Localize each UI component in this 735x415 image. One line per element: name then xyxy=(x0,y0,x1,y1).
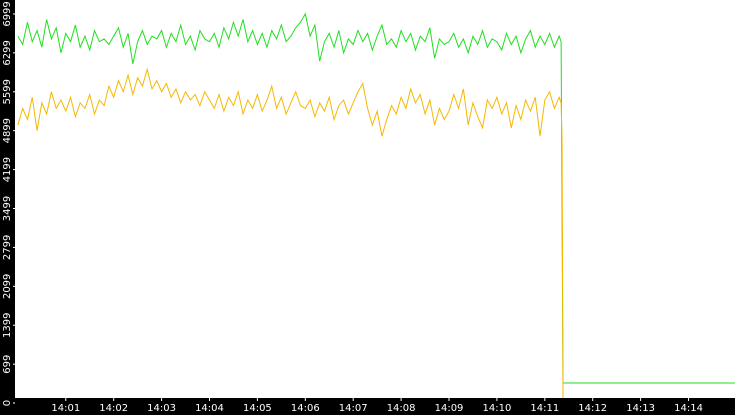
series-line xyxy=(17,12,735,384)
y-axis-strip xyxy=(0,0,15,415)
x-tick-label: 14:07 xyxy=(339,403,368,414)
x-tick-label: 14:03 xyxy=(147,403,176,414)
y-tick-label: 3499 xyxy=(2,196,13,221)
x-tick-label: 14:04 xyxy=(195,403,224,414)
x-tick-label: 14:06 xyxy=(291,403,320,414)
x-tick-label: 14:14 xyxy=(674,403,703,414)
x-tick-label: 14:11 xyxy=(530,403,559,414)
x-tick-label: 14:09 xyxy=(435,403,464,414)
y-tick-label: 0 xyxy=(2,400,13,406)
y-tick-label: 5599 xyxy=(2,79,13,104)
x-tick-label: 14:01 xyxy=(51,403,80,414)
x-tick-label: 14:13 xyxy=(626,403,655,414)
y-tick-label: 4899 xyxy=(2,118,13,143)
x-tick-label: 14:05 xyxy=(243,403,272,414)
y-tick-label: 2099 xyxy=(2,274,13,299)
y-tick-label: 1399 xyxy=(2,313,13,338)
y-tick-label: 699 xyxy=(2,355,13,374)
y-tick-label: 6299 xyxy=(2,40,13,65)
x-tick-label: 14:08 xyxy=(387,403,416,414)
y-tick-label: 6999 xyxy=(2,1,13,26)
x-tick-label: 14:10 xyxy=(483,403,512,414)
x-axis-strip xyxy=(0,398,735,415)
x-tick-label: 14:02 xyxy=(99,403,128,414)
series-line xyxy=(17,67,735,404)
y-tick-label: 4199 xyxy=(2,157,13,182)
x-tick-label: 14:12 xyxy=(578,403,607,414)
y-tick-label: 2799 xyxy=(2,235,13,260)
